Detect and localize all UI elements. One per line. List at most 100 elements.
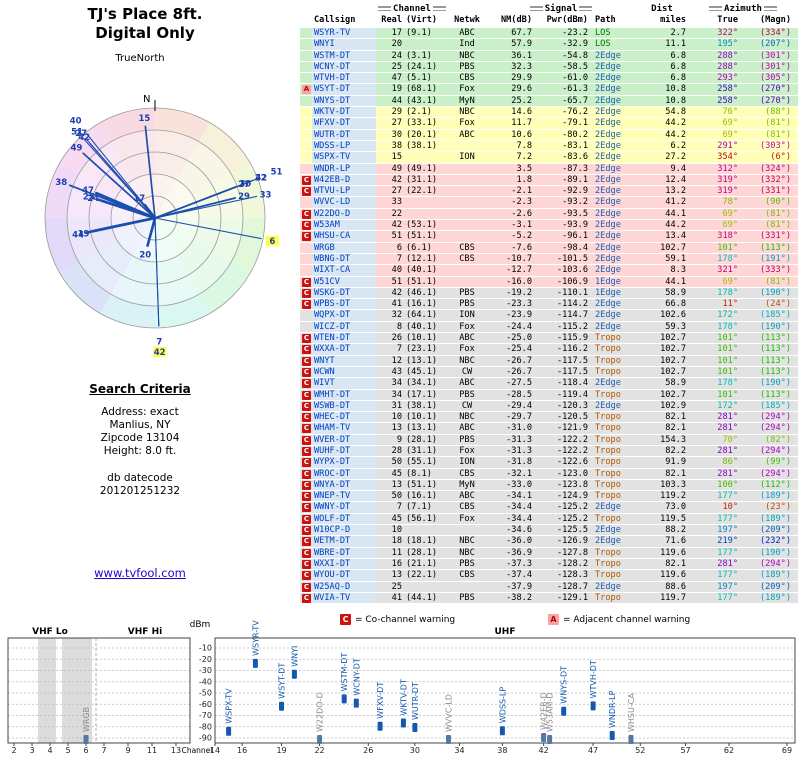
real-channel: 17	[391, 28, 402, 38]
azimuth-magnetic: (294°)	[759, 558, 791, 569]
x-tick-label: 9	[125, 746, 130, 755]
path-type: 2Edge	[595, 186, 621, 197]
power-dbm: -93.9	[562, 220, 588, 231]
azimuth-magnetic: (24°)	[765, 299, 791, 310]
power-dbm: -128.3	[556, 570, 588, 581]
distance-miles: 102.7	[660, 355, 686, 366]
noise-margin: -34.4	[506, 513, 532, 524]
x-tick-label: 5	[65, 746, 70, 755]
callsign: WXXA-DT	[312, 344, 376, 355]
virtual-channel: (18.1)	[406, 536, 438, 547]
distance-miles: 102.7	[660, 333, 686, 344]
warning-marker-cell: C	[300, 175, 312, 185]
tvfool-link[interactable]: www.tvfool.com	[94, 566, 186, 580]
station-table: Channel Signal Dist Azimuth Callsign Rea…	[300, 4, 798, 608]
distance-miles: 82.1	[665, 558, 686, 569]
adjacent-channel-warning-icon: A	[302, 85, 311, 95]
distance-miles: 119.5	[660, 513, 686, 524]
noise-margin: -32.1	[506, 468, 532, 479]
table-row: WSTM-DT 24 (3.1) NBC 36.1 -54.8 2Edge 6.8 288° (3…	[300, 50, 798, 62]
radar-channel-label: 29	[238, 192, 250, 202]
callsign: WUTR-DT	[312, 129, 376, 140]
power-dbm: -128.2	[556, 558, 588, 569]
noise-margin: -34.1	[506, 491, 532, 502]
azimuth-true: 11°	[722, 299, 738, 310]
real-channel: 16	[391, 558, 402, 569]
azimuth-true: 177°	[717, 491, 738, 502]
radar-spoke	[154, 217, 262, 240]
azimuth-true: 69°	[722, 129, 738, 140]
table-row: C WETM-DT 18 (18.1) NBC -36.0 -126.9 2Edge 71.6 2…	[300, 536, 798, 548]
noise-margin: -19.2	[506, 287, 532, 298]
table-row: C W42EB-D 42 (31.1) 1.8 -89.1 2Edge 12.4 319° (33…	[300, 174, 798, 187]
path-type: 2Edge	[595, 299, 621, 310]
table-row: C WUHF-DT 28 (31.1) Fox -31.3 -122.2 Tropo 82.2 2…	[300, 445, 798, 458]
callsign: WPBS-DT	[312, 299, 376, 310]
callsign: WCNY-DT	[312, 61, 376, 73]
table-row: C W25AQ-D 25 -37.9 -128.7 2Edge 88.6 197° (209°)	[300, 581, 798, 593]
azimuth-magnetic: (294°)	[759, 423, 791, 434]
path-type: Tropo	[595, 389, 621, 400]
real-channel: 26	[391, 333, 402, 344]
noise-margin: -28.5	[506, 389, 532, 400]
real-channel: 13	[391, 423, 402, 434]
radar-sector	[155, 163, 265, 218]
power-dbm: -32.9	[562, 39, 588, 50]
virtual-channel: (53.1)	[406, 220, 438, 231]
co-channel-warning-icon: C	[302, 446, 311, 456]
distance-miles: 11.1	[665, 39, 686, 50]
power-dbm: -115.2	[556, 321, 588, 332]
header-group-dist: Dist	[651, 4, 673, 14]
table-row: C WYOU-DT 13 (22.1) CBS -37.4 -128.3 Tropo 119.6…	[300, 570, 798, 582]
table-row: WIXT-CA 40 (40.1) -12.7 -103.6 2Edge 8.3 321° (3…	[300, 265, 798, 277]
real-channel: 25	[391, 61, 402, 72]
azimuth-magnetic: (99°)	[765, 457, 791, 468]
power-dbm: -116.2	[556, 344, 588, 355]
x-tick-label: 38	[497, 746, 507, 755]
y-tick-label: -90	[199, 734, 212, 743]
network: ABC	[459, 378, 475, 389]
co-channel-warning-icon: C	[302, 503, 311, 513]
power-dbm: -125.5	[556, 525, 588, 536]
azimuth-magnetic: (334°)	[759, 28, 791, 38]
azimuth-true: 101°	[717, 344, 738, 355]
table-row: C WMHT-DT 34 (17.1) PBS -28.5 -119.4 Tropo 102.7…	[300, 389, 798, 401]
warning-marker-cell: C	[300, 548, 312, 558]
station-label: WDSS-LP	[498, 687, 507, 724]
distance-miles: 103.3	[660, 479, 686, 490]
warning-marker-cell: C	[300, 469, 312, 479]
noise-margin: -27.5	[506, 378, 532, 389]
noise-margin: 7.8	[516, 140, 532, 151]
radar-channel-label: 51	[71, 128, 83, 138]
power-dbm: -92.9	[562, 186, 588, 197]
virtual-channel: (68.1)	[406, 84, 438, 95]
noise-margin: -31.3	[506, 445, 532, 456]
network: CBS	[459, 570, 475, 581]
virtual-channel: (44.1)	[406, 592, 438, 603]
table-header-columns: Callsign Real (Virt) Netwk NM(dB) Pwr(dB…	[300, 15, 798, 26]
warning-legend: C = Co-channel warning A = Adjacent chan…	[0, 614, 800, 628]
network: CW	[461, 366, 473, 377]
distance-miles: 6.2	[670, 140, 686, 151]
virtual-channel: (40.1)	[406, 265, 438, 276]
callsign: WQPX-DT	[312, 310, 376, 321]
callsign: WFXV-DT	[312, 118, 376, 129]
adjacent-channel-legend-label: = Adjacent channel warning	[563, 614, 691, 625]
table-row: C WHSU-CA 51 (51.1) -5.2 -96.1 2Edge 13.4 318° (3…	[300, 231, 798, 243]
azimuth-magnetic: (305°)	[759, 73, 791, 84]
radar-channel-label: 38	[55, 178, 67, 188]
chart-label: dBm	[190, 620, 211, 630]
real-channel: 49	[391, 163, 402, 174]
highlight-marker	[265, 235, 279, 246]
network	[448, 164, 486, 174]
vhf-panel	[7, 637, 191, 744]
co-channel-warning-icon: C	[302, 209, 311, 219]
warning-marker-cell	[300, 39, 312, 49]
path-type: 2Edge	[595, 310, 621, 321]
power-dbm: -114.7	[556, 310, 588, 321]
virtual-channel: (6.1)	[406, 242, 432, 253]
azimuth-true: 177°	[717, 513, 738, 524]
table-row: C WXXI-DT 16 (21.1) PBS -37.3 -128.2 Tropo 82.1 2…	[300, 558, 798, 571]
real-channel: 51	[391, 231, 402, 242]
network	[448, 277, 486, 287]
